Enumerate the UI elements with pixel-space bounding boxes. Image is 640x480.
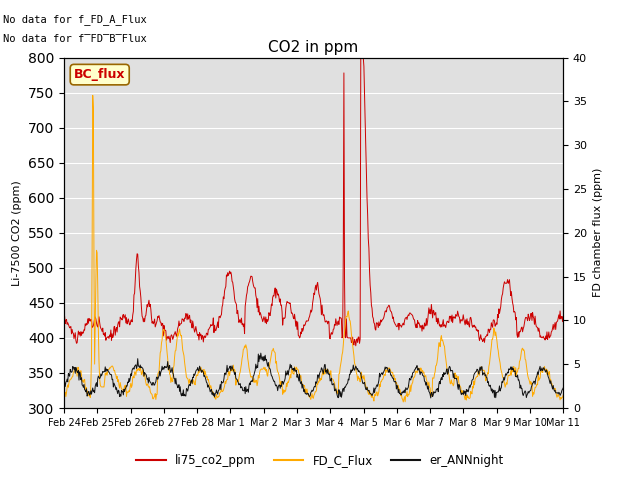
li75_co2_ppm (60, 311, 68, 317)
FD_C_Flux (492, 333, 499, 338)
FD_C_Flux (364, 388, 371, 394)
li75_co2_ppm (357, 55, 365, 60)
er_ANNnight (440, 370, 448, 375)
li75_co2_ppm (91, 316, 99, 322)
li75_co2_ppm (492, 324, 499, 329)
Line: li75_co2_ppm: li75_co2_ppm (64, 58, 563, 346)
er_ANNnight (492, 388, 499, 394)
Text: No data for f̅FD̅B̅Flux: No data for f̅FD̅B̅Flux (3, 34, 147, 44)
FD_C_Flux (351, 360, 358, 366)
er_ANNnight (351, 367, 358, 373)
li75_co2_ppm (350, 342, 358, 348)
er_ANNnight (427, 395, 435, 401)
er_ANNnight (257, 350, 265, 356)
Legend: li75_co2_ppm, FD_C_Flux, er_ANNnight: li75_co2_ppm, FD_C_Flux, er_ANNnight (131, 449, 509, 472)
FD_C_Flux (440, 342, 448, 348)
FD_C_Flux (379, 377, 387, 383)
FD_C_Flux (399, 399, 407, 405)
er_ANNnight (559, 385, 567, 391)
li75_co2_ppm (440, 324, 448, 329)
li75_co2_ppm (352, 343, 360, 348)
FD_C_Flux (60, 391, 68, 396)
er_ANNnight (379, 372, 387, 378)
Title: CO2 in ppm: CO2 in ppm (268, 40, 359, 55)
Text: No data for f_FD_A_Flux: No data for f_FD_A_Flux (3, 14, 147, 25)
li75_co2_ppm (559, 314, 567, 320)
FD_C_Flux (89, 93, 97, 98)
er_ANNnight (60, 387, 68, 393)
Text: BC_flux: BC_flux (74, 68, 125, 81)
Y-axis label: FD chamber flux (ppm): FD chamber flux (ppm) (593, 168, 603, 298)
FD_C_Flux (92, 321, 99, 326)
Line: er_ANNnight: er_ANNnight (64, 353, 563, 398)
li75_co2_ppm (380, 316, 387, 322)
Line: FD_C_Flux: FD_C_Flux (64, 96, 563, 402)
er_ANNnight (364, 387, 371, 393)
er_ANNnight (91, 390, 99, 396)
li75_co2_ppm (364, 236, 372, 241)
FD_C_Flux (559, 392, 567, 398)
Y-axis label: Li-7500 CO2 (ppm): Li-7500 CO2 (ppm) (12, 180, 22, 286)
